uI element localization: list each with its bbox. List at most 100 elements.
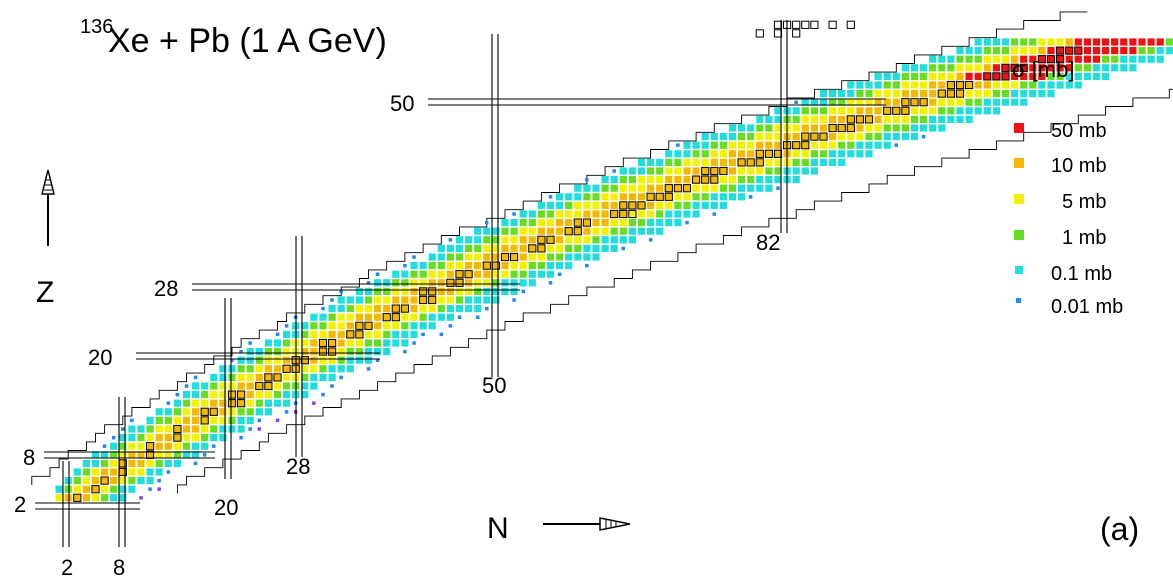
isotope-cell	[701, 133, 709, 141]
isotope-cell	[410, 279, 418, 287]
isotope-cell	[82, 485, 90, 493]
isotope-cell	[273, 339, 282, 347]
stable-isotope-box	[1037, 55, 1047, 64]
isotope-cell	[410, 330, 418, 338]
isotope-cell	[910, 115, 919, 123]
isotope-cell	[228, 416, 236, 424]
stable-isotope-box	[655, 192, 664, 201]
isotope-cell	[102, 444, 107, 448]
isotope-cell	[1074, 55, 1082, 63]
isotope-cell	[501, 279, 509, 287]
isotope-cell	[692, 167, 700, 175]
isotope-cell	[1056, 55, 1064, 63]
stable-isotope-box	[910, 98, 919, 107]
isotope-cell	[519, 270, 527, 278]
isotope-cell	[701, 193, 709, 201]
stable-isotope-box	[764, 149, 773, 158]
stable-isotope-box	[428, 287, 437, 296]
isotope-cell	[337, 305, 345, 313]
isotope-cell	[519, 236, 527, 244]
isotope-cell	[328, 348, 336, 356]
isotope-cell	[366, 367, 371, 371]
isotope-cell	[683, 176, 691, 184]
isotope-cell	[55, 494, 63, 502]
isotope-cell	[719, 193, 727, 201]
stable-isotope-box	[537, 244, 546, 253]
isotope-cell	[328, 322, 336, 330]
isotope-cell	[210, 382, 218, 390]
isotope-cell	[829, 98, 837, 106]
isotope-cell	[1147, 55, 1155, 63]
isotope-cell	[992, 98, 1000, 106]
isotope-cell	[601, 244, 609, 252]
isotope-cell	[146, 434, 154, 442]
stable-isotope-box	[237, 390, 246, 399]
isotope-cell	[1083, 72, 1091, 80]
isotope-cell	[838, 158, 846, 166]
stable-isotope-box	[455, 278, 464, 287]
isotope-cell	[929, 124, 937, 132]
isotope-cell	[792, 124, 800, 132]
legend-label-01mb: 0.1 mb	[1051, 263, 1112, 285]
isotope-cell	[403, 263, 407, 268]
isotope-cell	[1120, 38, 1128, 46]
stable-isotope-box	[264, 381, 273, 391]
isotope-cell	[601, 236, 609, 244]
stable-isotope-box	[864, 115, 874, 124]
isotope-cell	[610, 227, 618, 235]
isotope-cell	[546, 253, 555, 261]
isotope-cell	[1092, 55, 1101, 63]
isotope-cell	[474, 227, 482, 235]
isotope-cell	[856, 115, 864, 123]
isotope-cell	[546, 210, 555, 218]
isotope-cell	[510, 219, 518, 227]
isotope-cell	[110, 494, 118, 502]
isotope-cell	[983, 38, 991, 46]
isotope-cell	[929, 55, 937, 63]
isotope-cell	[901, 107, 909, 115]
proton-drip-line	[31, 11, 1088, 485]
isotope-cell	[756, 115, 764, 123]
isotope-cell	[621, 246, 625, 251]
isotope-cell	[710, 133, 718, 141]
isotope-cell	[301, 365, 309, 373]
stable-isotope-box	[73, 493, 82, 502]
legend-swatch-01mb	[1015, 266, 1023, 274]
isotope-cell	[410, 313, 418, 321]
isotope-cell	[747, 167, 755, 175]
isotope-cell	[792, 141, 800, 149]
isotope-cell	[210, 391, 218, 399]
isotope-cell	[392, 322, 400, 330]
isotope-cell	[910, 90, 919, 98]
isotope-cell	[874, 133, 882, 141]
isotope-cell	[801, 158, 809, 166]
isotope-cell	[819, 141, 828, 149]
isotope-cell	[892, 72, 900, 80]
stable-isotope-box	[328, 338, 337, 348]
isotope-cell	[428, 253, 436, 261]
isotope-cell	[701, 201, 709, 209]
stable-isotope-box	[619, 201, 628, 210]
isotope-cell	[148, 487, 152, 491]
isotope-cell	[692, 158, 700, 166]
isotope-cell	[947, 64, 955, 72]
isotope-cell	[819, 107, 828, 115]
isotope-cell	[583, 210, 591, 218]
stable-isotope-box	[537, 235, 546, 244]
isotope-cell	[637, 158, 646, 166]
isotope-cell	[483, 287, 491, 295]
isotope-cell	[403, 349, 407, 354]
isotope-cell	[974, 81, 982, 89]
isotope-cell	[656, 219, 664, 227]
stable-isotope-box	[355, 321, 364, 330]
isotope-cell	[82, 477, 90, 485]
isotope-cell	[201, 399, 209, 407]
legend-label-001mb: 0.01 mb	[1051, 296, 1123, 318]
isotope-cell	[1083, 47, 1091, 55]
isotope-cell	[64, 477, 72, 485]
isotope-cell	[683, 158, 691, 166]
isotope-cell	[892, 124, 900, 132]
isotope-cell	[685, 220, 689, 225]
isotope-cell	[246, 348, 254, 356]
isotope-cell	[1020, 64, 1028, 72]
